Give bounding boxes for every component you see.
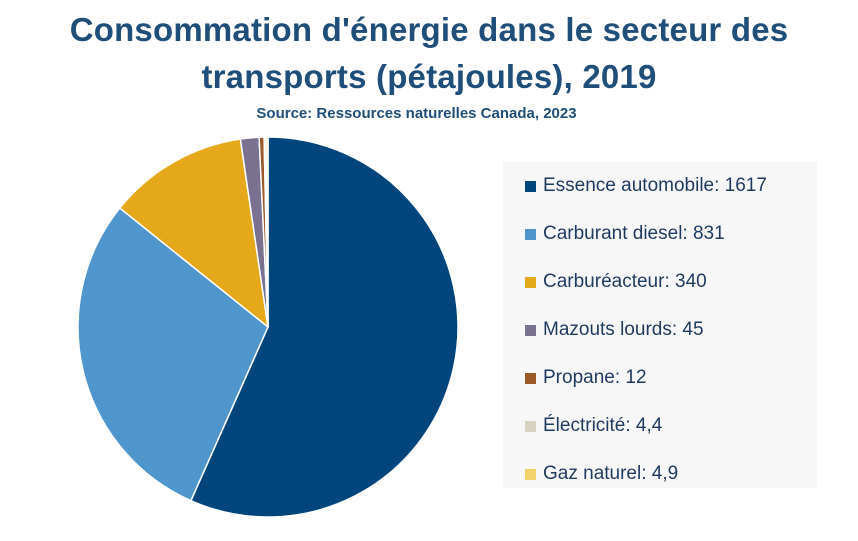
legend-item-3: Mazouts lourds: 45 (525, 318, 704, 342)
pie-slice-2 (119, 138, 269, 328)
legend-swatch (525, 228, 536, 240)
legend-label: Carburéacteur: 340 (543, 271, 707, 292)
legend-swatch (525, 420, 536, 432)
legend-label: Carburant diesel: 831 (543, 223, 725, 244)
legend-swatch (525, 372, 536, 384)
pie-slice-1 (77, 207, 269, 502)
chart-title: Consommation d'énergie dans le secteur d… (0, 6, 858, 100)
pie-slice-0 (190, 136, 459, 518)
legend-label: Électricité: 4,4 (543, 415, 663, 436)
legend-label: Propane: 12 (543, 367, 647, 388)
legend-swatch (525, 180, 536, 192)
legend-item-2: Carburéacteur: 340 (525, 270, 707, 294)
legend-item-5: Électricité: 4,4 (525, 414, 662, 438)
legend-swatch (525, 468, 536, 480)
legend-label: Essence automobile: 1617 (543, 175, 767, 196)
chart-title-line-2: transports (pétajoules), 2019 (201, 58, 657, 95)
chart-subtitle: Source: Ressources naturelles Canada, 20… (256, 105, 577, 122)
legend-label: Mazouts lourds: 45 (543, 319, 704, 340)
chart-title-line-1: Consommation d'énergie dans le secteur d… (69, 11, 789, 48)
legend-item-4: Propane: 12 (525, 366, 647, 390)
chart-legend: Essence automobile: 1617 Carburant diesel… (503, 162, 817, 488)
legend-item-6: Gaz naturel: 4,9 (525, 462, 678, 486)
legend-item-0: Essence automobile: 1617 (525, 174, 767, 198)
pie-slice-6 (265, 136, 269, 328)
legend-item-1: Carburant diesel: 831 (525, 222, 725, 246)
legend-label: Gaz naturel: 4,9 (543, 463, 679, 484)
legend-swatch (525, 276, 536, 288)
legend-swatch (525, 324, 536, 336)
